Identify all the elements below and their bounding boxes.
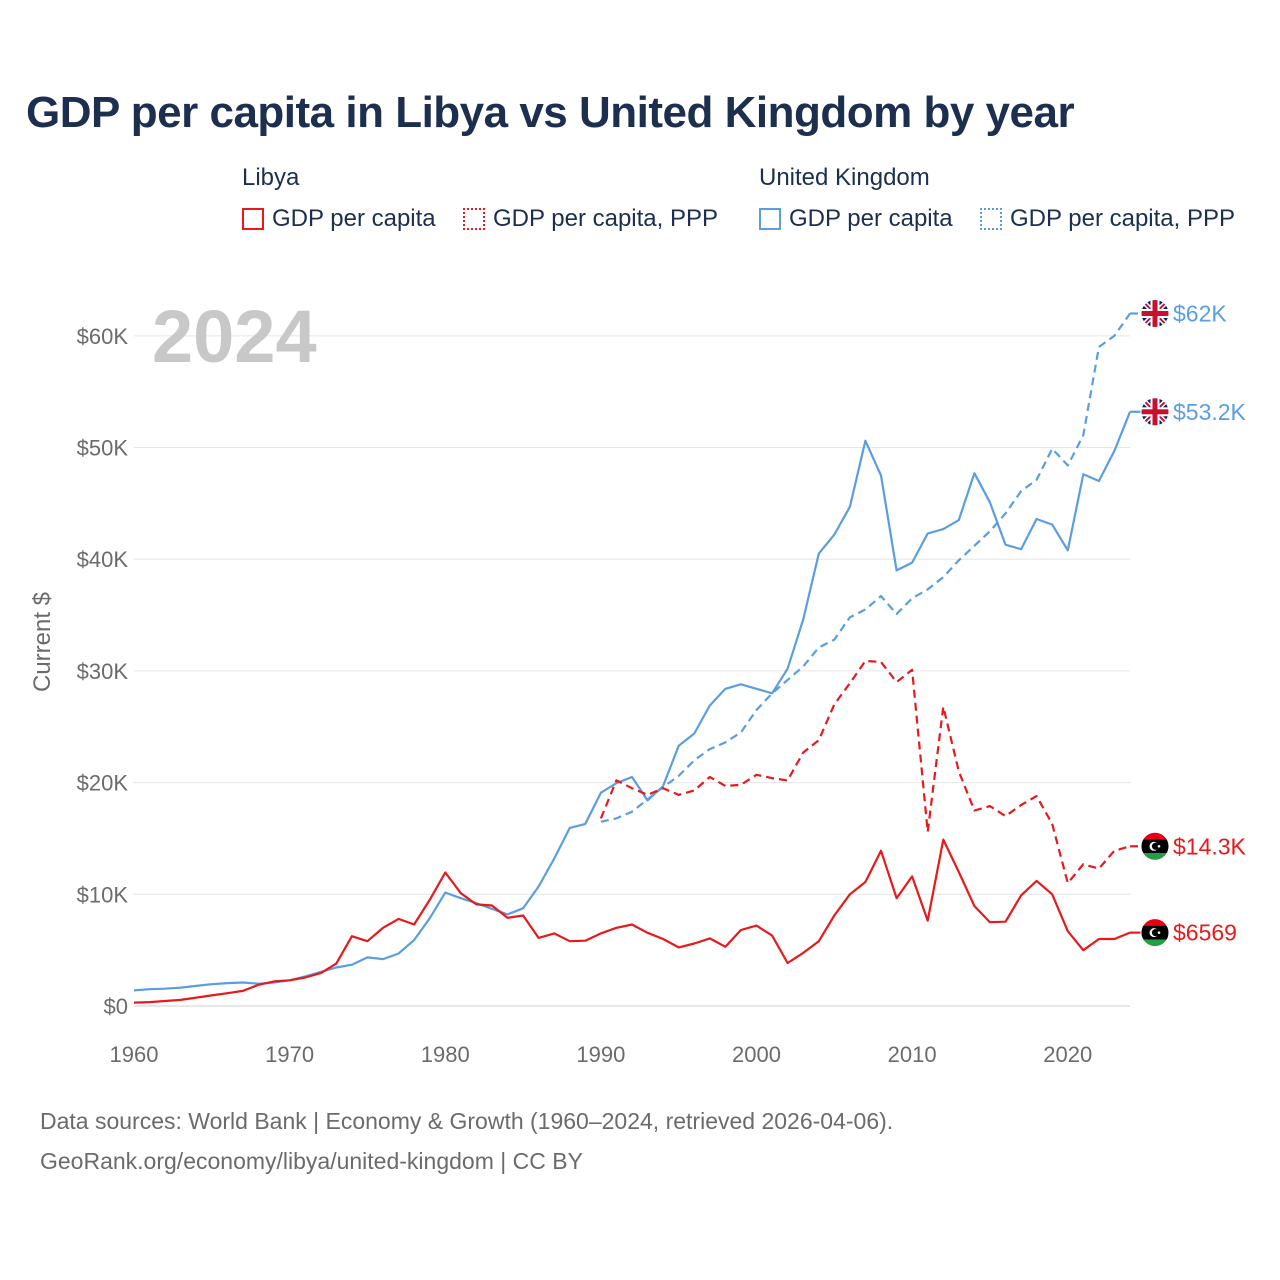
uk-flag-icon [1140, 397, 1170, 427]
legend-swatch-dotted-red [463, 208, 485, 230]
series-line-libya-gdp-per-capita-ppp[interactable] [599, 659, 1131, 885]
legend-group-united-kingdom: United Kingdom [759, 164, 930, 191]
gridlines [134, 335, 1130, 1007]
x-tick-label: 2010 [888, 1042, 937, 1067]
y-tick-label: $40K [77, 547, 129, 572]
series-line-united-kingdom-gdp-per-capita-ppp[interactable] [600, 312, 1131, 823]
legend-label: GDP per capita [272, 205, 436, 232]
footer-sources: Data sources: World Bank | Economy & Gro… [40, 1108, 894, 1134]
end-labels: $53.2K $62K $6569 $14.3K [1130, 299, 1247, 948]
y-tick-label: $50K [77, 436, 129, 461]
end-value-label: $62K [1173, 301, 1227, 327]
series-line-united-kingdom-gdp-per-capita[interactable] [133, 411, 1132, 992]
x-tick-label: 2000 [732, 1042, 781, 1067]
legend-swatch-solid-blue [759, 208, 781, 230]
legend-label: GDP per capita, PPP [1010, 205, 1235, 232]
y-axis: $0 $10K $20K $30K $40K $50K $60K [77, 324, 129, 1019]
legend-item-libya-gdp-ppp[interactable]: GDP per capita, PPP [463, 204, 718, 234]
legend-item-libya-gdp[interactable]: GDP per capita [242, 204, 436, 234]
y-tick-label: $60K [77, 324, 129, 349]
x-tick-label: 1970 [265, 1042, 314, 1067]
end-value-label: $53.2K [1173, 399, 1247, 425]
footer-credit: GeoRank.org/economy/libya/united-kingdom… [40, 1148, 583, 1174]
y-tick-label: $10K [77, 882, 129, 907]
end-value-label: $6569 [1173, 920, 1237, 946]
x-tick-label: 2020 [1043, 1042, 1092, 1067]
x-tick-label: 1980 [421, 1042, 470, 1067]
y-tick-label: $20K [77, 771, 129, 796]
x-axis: 1960 1970 1980 1990 2000 2010 2020 [110, 1042, 1093, 1067]
series [133, 312, 1132, 1004]
end-value-label: $14.3K [1173, 833, 1247, 859]
chart-title: GDP per capita in Libya vs United Kingdo… [26, 88, 1075, 137]
legend-item-uk-gdp[interactable]: GDP per capita [759, 204, 953, 234]
uk-flag-icon [1140, 299, 1170, 329]
y-tick-label: $30K [77, 659, 129, 684]
libya-flag-icon [1140, 918, 1170, 948]
x-tick-label: 1990 [576, 1042, 625, 1067]
legend-label: GDP per capita, PPP [493, 205, 718, 232]
y-axis-label: Current $ [29, 592, 56, 692]
x-tick-label: 1960 [110, 1042, 159, 1067]
year-watermark: 2024 [152, 295, 317, 378]
legend-label: GDP per capita [789, 205, 953, 232]
legend-swatch-solid-red [242, 208, 264, 230]
legend-item-uk-gdp-ppp[interactable]: GDP per capita, PPP [980, 204, 1235, 234]
libya-flag-icon [1140, 831, 1170, 861]
y-tick-label: $0 [104, 994, 128, 1019]
legend-swatch-dotted-blue [980, 208, 1002, 230]
series-line-libya-gdp-per-capita[interactable] [133, 838, 1131, 1004]
legend-group-libya: Libya [242, 164, 300, 191]
